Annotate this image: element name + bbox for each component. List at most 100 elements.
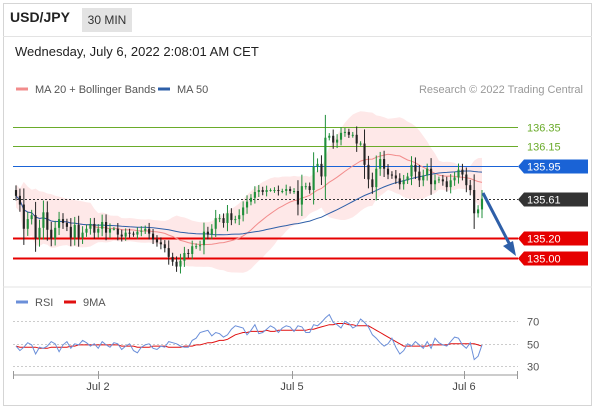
candle [398,173,401,190]
candle [390,171,394,179]
candle [116,223,119,241]
candle [469,179,472,196]
candle [328,133,331,141]
candle [449,174,452,194]
candle [198,240,202,251]
candle [465,167,468,193]
legend-swatch-ma20 [16,87,28,91]
candle [112,227,115,231]
candle [355,126,358,152]
candle [183,246,186,267]
candle [261,186,264,196]
candle [406,172,409,184]
candle [148,222,151,240]
rsi-tick-label: 50 [527,340,539,352]
candle [93,217,96,239]
candle [77,215,80,247]
candle [359,141,362,146]
candle [414,157,417,180]
candle [81,226,84,244]
candle [430,158,433,195]
candle [343,127,347,137]
candle [238,209,241,226]
candles-layer [14,114,484,274]
candle [46,201,49,241]
header-divider [3,36,592,37]
candle [195,243,198,250]
candle [332,129,335,149]
candle [30,209,33,225]
level-tag-support [518,251,588,266]
legend-swatch-9ma [64,300,76,304]
candle [191,240,194,260]
credit-text: Research © 2022 Trading Central [419,84,583,96]
candle [206,226,209,240]
candle [26,211,29,236]
candle [218,214,221,223]
candle [379,151,382,176]
candle [410,156,413,186]
candle [104,214,108,241]
level-tag-pivot [518,159,588,174]
candle [473,174,476,229]
candle [316,158,319,173]
candle [234,215,237,224]
candle [265,185,268,197]
candle [61,213,65,229]
candle [175,256,178,272]
candle [151,229,155,245]
candle [54,220,57,246]
bollinger-band-layer [16,111,482,273]
candle [461,163,464,181]
candle [222,213,225,228]
candle [210,224,213,240]
level-label-support: 135.00 [527,254,561,266]
candle [480,189,484,219]
candle [426,163,429,181]
candle [132,231,135,237]
candle [285,184,288,196]
legend-label-rsi: RSI [35,297,53,309]
candle [347,128,350,138]
candle [120,229,123,242]
time-tick-label: Jul 5 [280,381,303,393]
candle [296,180,300,216]
candle [187,249,190,258]
candle [159,237,162,250]
candle [308,182,311,194]
candle [38,219,41,247]
candle [22,188,25,245]
candle [281,188,284,194]
candle [136,227,139,239]
candle [34,201,37,252]
time-tick-label: Jul 6 [452,381,475,393]
candle [14,185,18,201]
candle [230,208,233,226]
candle [422,169,425,187]
candle [155,235,159,247]
timeframe-button[interactable]: 30 MIN [82,8,132,32]
candle [101,214,104,237]
candle [371,172,374,194]
candle [140,226,143,237]
legend-swatch-rsi [16,300,28,304]
bollinger-band-area [16,111,482,273]
candle [69,218,72,247]
time-tick-label: Jul 2 [86,381,109,393]
candle [289,186,292,194]
candle [249,194,253,206]
candle [50,221,53,247]
candle [42,200,45,240]
candle [304,182,307,190]
candle [402,174,405,190]
candle [445,176,448,192]
candle [457,163,460,184]
candle [386,164,390,180]
candle [171,252,174,266]
candle [292,188,296,194]
rsi-tick-label: 70 [527,317,539,329]
candle [97,223,100,238]
candle [108,223,112,239]
candle [269,188,272,192]
